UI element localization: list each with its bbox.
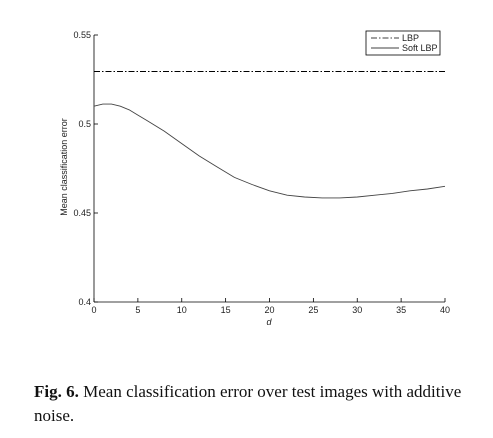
x-tick-label: 40 <box>440 305 450 315</box>
y-axis-ticks: 0.4 0.45 0.5 0.55 <box>73 30 98 307</box>
x-axis-ticks: 0 5 10 15 20 25 30 35 40 <box>91 298 450 315</box>
x-tick-label: 30 <box>352 305 362 315</box>
series-line-soft-lbp <box>93 103 446 199</box>
y-axis-label: Mean classification error <box>59 118 69 216</box>
figure-caption: Fig. 6. Mean classification error over t… <box>34 380 484 428</box>
figure-label: Fig. 6. <box>34 382 79 401</box>
legend: LBP Soft LBP <box>365 30 441 56</box>
legend-label-soft-lbp: Soft LBP <box>402 43 438 53</box>
x-tick-label: 5 <box>135 305 140 315</box>
x-tick-label: 0 <box>91 305 96 315</box>
chart: 0 5 10 15 20 25 30 35 40 0.4 0.45 0.5 0.55 d Mean c… <box>59 30 450 327</box>
x-tick-label: 35 <box>396 305 406 315</box>
axes <box>93 35 445 303</box>
y-tick-label: 0.55 <box>73 30 91 40</box>
y-tick-label: 0.4 <box>78 297 91 307</box>
legend-box <box>365 30 441 56</box>
plot-series <box>93 71 446 199</box>
x-tick-label: 15 <box>221 305 231 315</box>
x-tick-label: 25 <box>308 305 318 315</box>
y-tick-label: 0.45 <box>73 208 91 218</box>
x-axis-label: d <box>266 317 272 327</box>
y-tick-label: 0.5 <box>78 119 91 129</box>
figure-caption-text: Mean classification error over test imag… <box>34 382 462 425</box>
x-tick-label: 10 <box>177 305 187 315</box>
x-tick-label: 20 <box>264 305 274 315</box>
legend-label-lbp: LBP <box>402 33 419 43</box>
